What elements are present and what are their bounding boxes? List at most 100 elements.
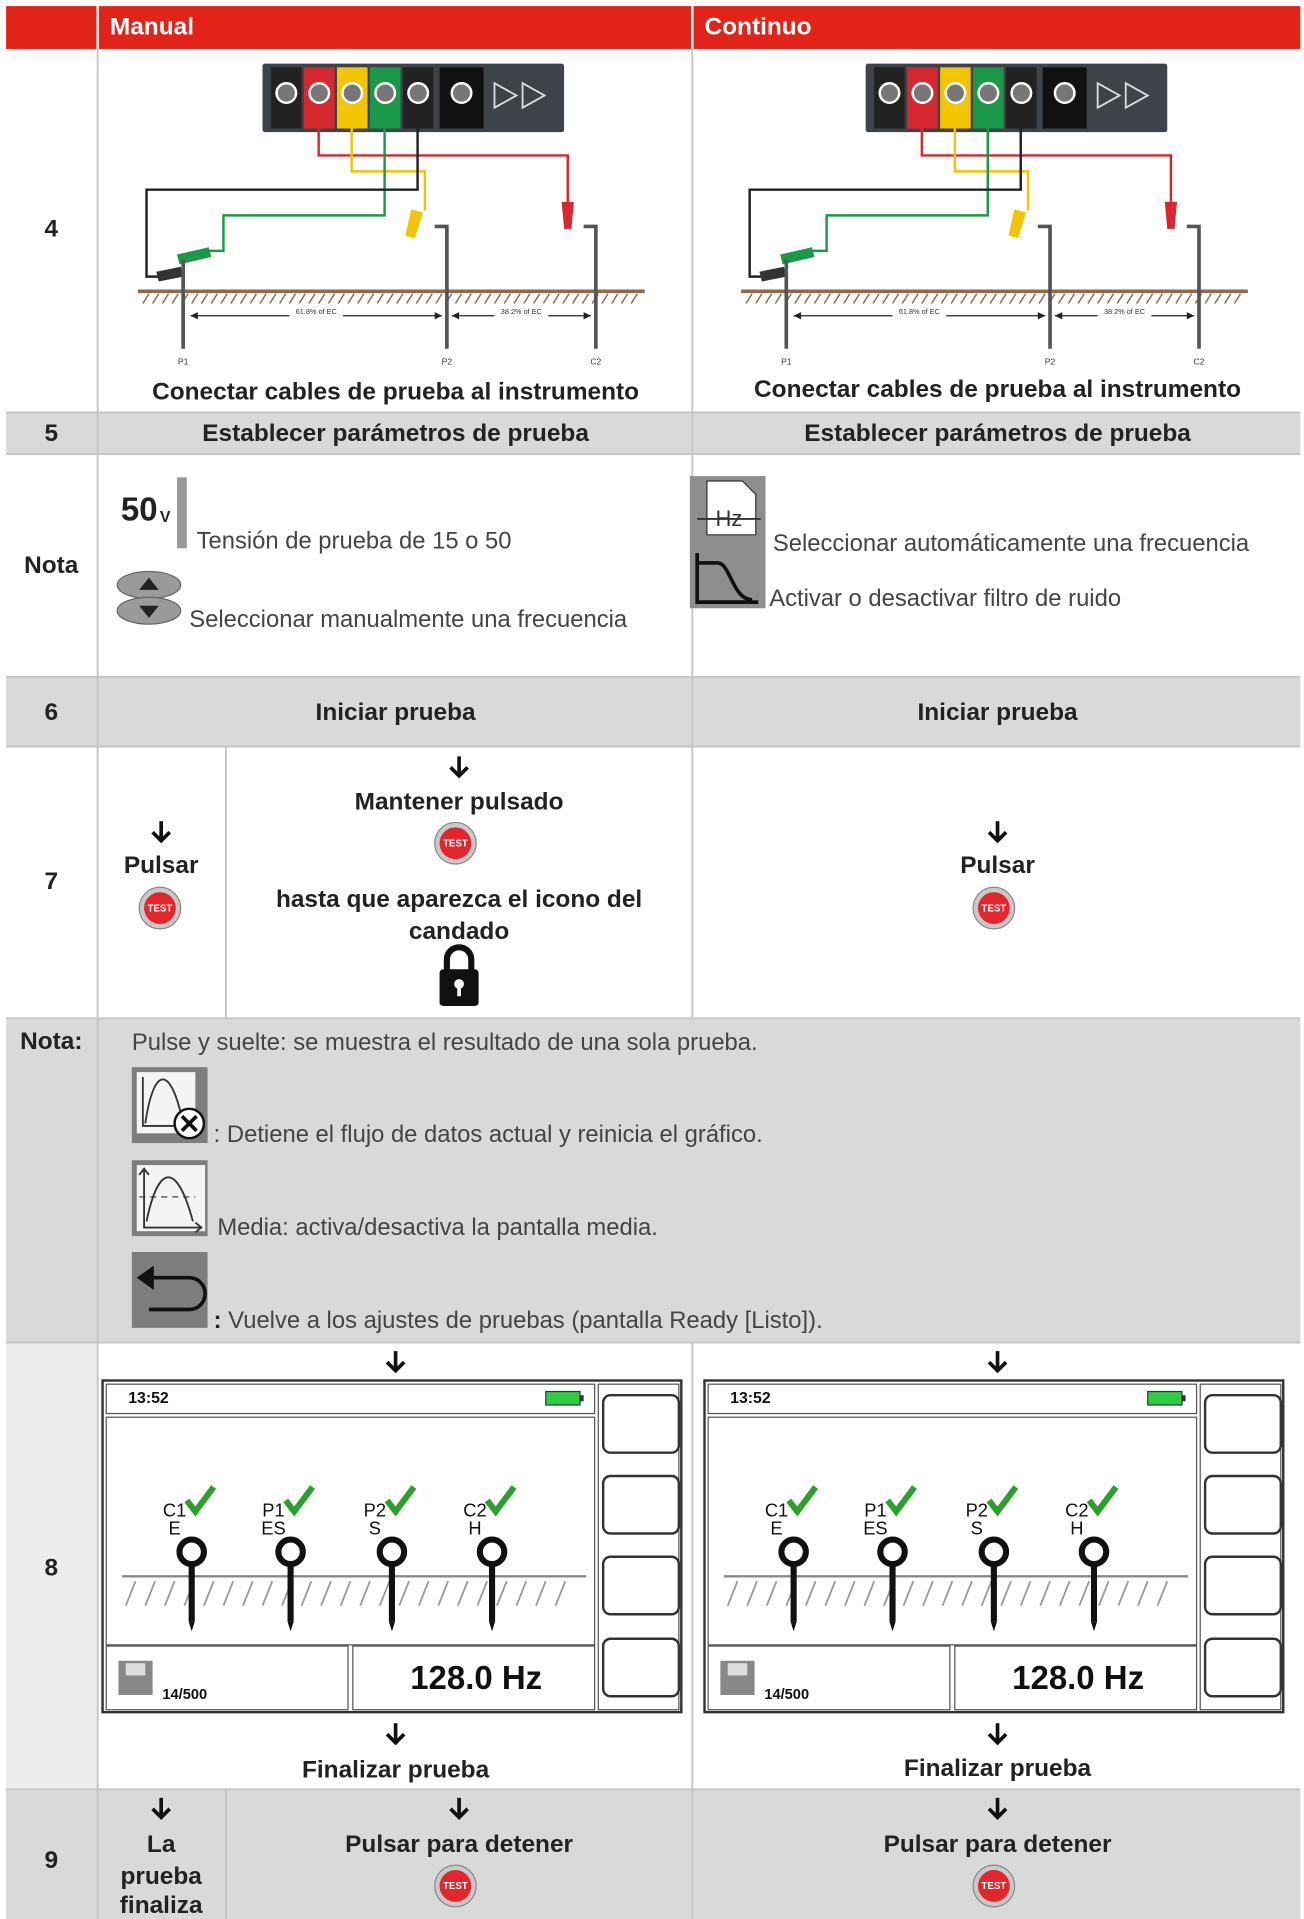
stake-name: C2	[463, 1499, 486, 1520]
ground-hatch	[1116, 293, 1124, 304]
stake-eye	[978, 1536, 1010, 1568]
voltage-unit: V	[160, 509, 171, 526]
dimension-label-bg	[494, 307, 549, 317]
stake-tip	[790, 1621, 797, 1632]
ground-hatch	[339, 1580, 352, 1607]
step-number: 6	[44, 699, 58, 726]
socket	[944, 81, 967, 105]
ground-hatch	[457, 1580, 469, 1607]
ground-hatch	[1233, 293, 1242, 304]
column-header: Continuo	[705, 14, 812, 41]
stake-eye	[778, 1536, 809, 1568]
ground-hatch	[476, 1580, 489, 1607]
down-arrow	[151, 1797, 172, 1821]
down-arrow	[385, 1351, 406, 1374]
panel-arrow	[1124, 81, 1150, 110]
ground-hatch	[337, 293, 345, 304]
wire	[748, 128, 1022, 278]
ground-hatch	[882, 293, 890, 304]
button-label: TEST	[443, 1881, 468, 1892]
ground-hatch	[161, 293, 170, 304]
ground-hatch	[1117, 1580, 1130, 1607]
ground-hatch	[1067, 293, 1076, 304]
ground-hatch	[210, 293, 218, 304]
ground-hatch	[581, 293, 590, 304]
instruction: Finalizar prueba	[302, 1756, 490, 1783]
arrow-head	[987, 1732, 1008, 1746]
ground-hatch	[794, 293, 802, 304]
ground-hatch	[1097, 293, 1105, 304]
ground-hatch	[454, 293, 463, 304]
clip	[759, 266, 787, 282]
ground-hatch	[249, 293, 258, 304]
down-arrow	[987, 1797, 1008, 1821]
row-bg	[6, 412, 1301, 455]
wire	[920, 128, 1173, 206]
ground-hatch	[970, 293, 978, 304]
note-text: : Vuelve a los ajustes de pruebas (panta…	[214, 1307, 823, 1334]
row-bg	[6, 1018, 1301, 1343]
ground-hatch	[630, 293, 638, 304]
check-mark	[283, 1485, 316, 1517]
battery	[1147, 1390, 1183, 1406]
stake-label: P1	[178, 357, 189, 367]
check-mark	[184, 1485, 217, 1517]
stake-code: H	[1070, 1518, 1083, 1539]
stake-eye	[476, 1536, 508, 1568]
ground-hatch	[746, 1580, 758, 1607]
check-mark	[986, 1485, 1019, 1517]
softkey	[601, 1637, 681, 1698]
ground-hatch	[1018, 293, 1027, 304]
ground-hatch	[745, 293, 753, 304]
header-bar	[6, 6, 1301, 49]
ground-hatch	[222, 1580, 235, 1607]
ground-hatch	[259, 293, 267, 304]
button-face	[439, 827, 472, 860]
stake	[583, 224, 598, 349]
dimension-label-bg	[1097, 307, 1152, 317]
check-mark	[786, 1485, 819, 1517]
ground-hatch	[862, 293, 870, 304]
ground-hatch	[357, 293, 365, 304]
step-number: 7	[44, 868, 58, 895]
clip	[1008, 209, 1027, 239]
ground-hatch	[435, 293, 443, 304]
step-title: Iniciar prueba	[316, 699, 476, 726]
stake-label: P2	[1045, 357, 1056, 367]
ground-hatch	[376, 293, 385, 304]
ground-hatch	[1000, 1580, 1012, 1607]
ground-hatch	[124, 1580, 137, 1607]
stake-eye	[1078, 1536, 1110, 1568]
instruction: Pulsar para detener	[345, 1831, 573, 1858]
arrow-head	[987, 1360, 1008, 1374]
battery-tip	[1181, 1395, 1186, 1402]
ground-hatch	[824, 1580, 836, 1607]
battery	[545, 1390, 581, 1406]
instruction: Pulsar	[124, 852, 199, 879]
ground-hatch	[980, 1580, 993, 1607]
ground-hatch	[239, 293, 248, 304]
stake-tip	[1090, 1621, 1098, 1632]
arrow-head	[987, 1807, 1008, 1821]
button-face	[978, 892, 1010, 925]
socket	[275, 81, 298, 105]
softkey	[601, 1474, 681, 1535]
ground-hatch	[922, 1580, 934, 1607]
down-arrow	[449, 756, 469, 779]
ground-hatch	[823, 293, 831, 304]
ground-hatch	[620, 293, 629, 304]
ground-hatch	[1038, 293, 1046, 304]
wire	[205, 128, 386, 253]
dimension-label-bg	[892, 307, 947, 317]
instruction: Pulsar para detener	[884, 1831, 1112, 1858]
voltage-icon: 50	[121, 490, 158, 527]
ground-hatch	[396, 293, 404, 304]
stake	[1186, 224, 1201, 349]
ground-hatch	[320, 1580, 332, 1607]
average-icon	[131, 1160, 208, 1237]
ground-hatch	[1077, 293, 1085, 304]
ground-hatch	[1175, 293, 1183, 304]
ground-hatch	[572, 293, 580, 304]
